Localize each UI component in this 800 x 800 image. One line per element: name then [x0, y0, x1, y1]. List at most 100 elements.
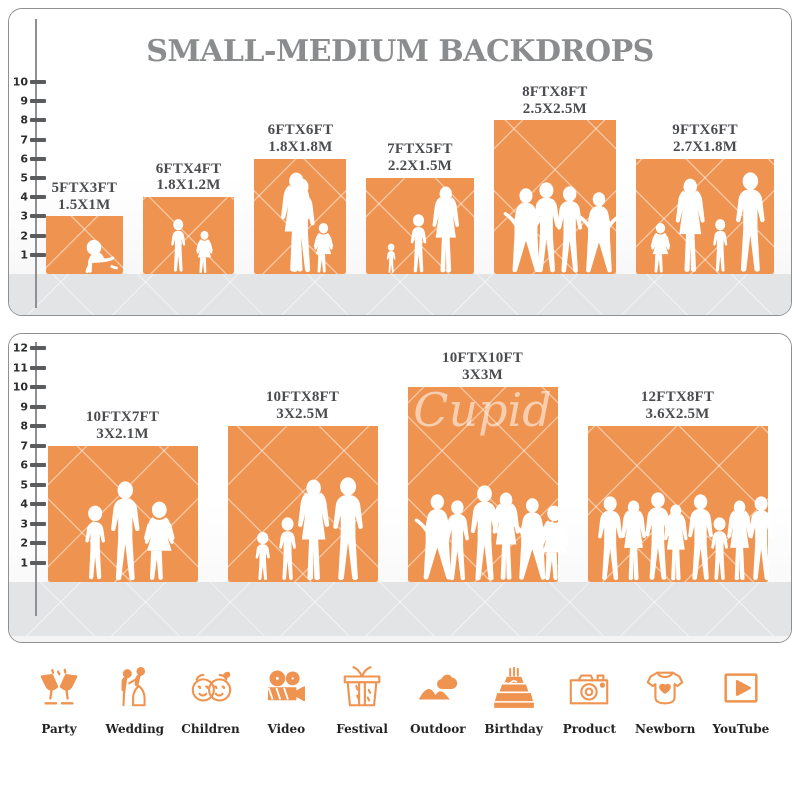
y-tick: 7 — [20, 440, 46, 451]
bar-caption-metric: 3X2.5M — [276, 406, 329, 423]
bar-caption-ft: 10FTX7FT — [85, 408, 160, 425]
y-axis-line — [35, 19, 37, 308]
y-tick-label: 8 — [20, 419, 28, 433]
baby-onesie-icon — [642, 660, 688, 716]
bar-caption: 7FTX5FT 2.2X1.5M — [387, 141, 453, 175]
icon-cell-festival[interactable]: Festival — [325, 660, 399, 736]
bar-caption: 10FTX8FT 3X2.5M — [266, 389, 339, 423]
y-tick-label: 3 — [20, 517, 28, 530]
y-tick-label: 12 — [12, 341, 28, 355]
y-tick-label: 9 — [20, 94, 28, 108]
y-tick: 8 — [20, 421, 46, 432]
y-tick: 11 — [13, 362, 46, 373]
bar: 9FTX6FT 2.7X1.8M — [636, 122, 775, 275]
y-tick-label: 5 — [20, 171, 28, 185]
bar-caption: 9FTX6FT 2.7X1.8M — [672, 122, 738, 156]
champagne-glasses-icon — [36, 660, 82, 716]
y-axis-line — [35, 342, 37, 616]
icon-label: Festival — [336, 722, 388, 736]
y-tick-label: 1 — [20, 556, 28, 569]
y-tick: 9 — [20, 96, 46, 107]
icon-cell-party[interactable]: Party — [22, 660, 96, 736]
y-tick: 5 — [20, 173, 46, 184]
icon-label: Children — [181, 722, 240, 736]
bar-caption-ft: 10FTX8FT — [265, 389, 340, 406]
bar: 10FTX10FT 3X3M Cupid — [407, 350, 558, 582]
usage-icon-strip: Party Wedding Children Video — [8, 660, 792, 770]
bar-caption-ft: 10FTX10FT — [442, 350, 523, 367]
bar: 6FTX4FT 1.8X1.2M — [142, 161, 235, 274]
bar-caption-ft: 6FTX4FT — [155, 160, 222, 177]
camera-icon — [566, 660, 612, 716]
y-tick-label: 9 — [20, 400, 28, 413]
watermark-text: Cupid — [413, 383, 552, 437]
icon-label: Birthday — [484, 722, 543, 736]
y-tick: 8 — [20, 115, 46, 126]
bar: 10FTX7FT 3X2.1M — [47, 409, 198, 582]
y-tick-label: 4 — [20, 497, 28, 511]
y-tick-label: 6 — [20, 152, 28, 166]
bar-caption-metric: 2.2X1.5M — [387, 158, 453, 175]
play-button-icon — [718, 660, 764, 716]
bar-caption-ft: 8FTX8FT — [522, 83, 588, 100]
y-tick-label: 7 — [20, 133, 28, 147]
bar: 5FTX3FT 1.5X1M — [45, 180, 123, 274]
bar-caption: 8FTX8FT 2.5X2.5M — [522, 84, 588, 118]
y-tick-label: 11 — [12, 361, 28, 374]
icon-label: YouTube — [712, 722, 770, 736]
y-tick: 10 — [13, 382, 46, 393]
bar: 6FTX6FT 1.8X1.8M — [254, 122, 347, 275]
y-tick-label: 2 — [20, 229, 28, 243]
bar-caption: 10FTX7FT 3X2.1M — [86, 409, 159, 443]
y-tick: 5 — [20, 479, 46, 490]
bride-groom-icon — [112, 660, 158, 716]
y-tick: 6 — [20, 153, 46, 164]
birthday-cake-icon — [491, 660, 537, 716]
icon-label: Party — [41, 722, 77, 736]
y-tick: 2 — [20, 230, 46, 241]
bar-caption-ft: 5FTX3FT — [51, 179, 118, 196]
bar-caption-ft: 9FTX6FT — [672, 122, 738, 139]
floor-strip — [9, 274, 791, 315]
y-tick: 6 — [20, 460, 46, 471]
y-tick-label: 5 — [20, 478, 28, 491]
y-tick: 4 — [20, 499, 46, 510]
two-kids-faces-icon — [188, 660, 234, 716]
y-tick-label: 6 — [20, 458, 28, 472]
y-tick-label: 7 — [20, 439, 28, 452]
bar-caption: 12FTX8FT 3.6X2.5M — [641, 389, 714, 423]
bar: 7FTX5FT 2.2X1.5M — [366, 141, 474, 274]
icon-cell-newborn[interactable]: Newborn — [628, 660, 702, 736]
y-tick-label: 1 — [20, 248, 28, 262]
icon-cell-wedding[interactable]: Wedding — [98, 660, 172, 736]
y-tick: 1 — [20, 557, 46, 568]
icon-cell-birthday[interactable]: Birthday — [477, 660, 551, 736]
bar-caption-ft: 6FTX6FT — [267, 122, 334, 139]
bar-caption-metric: 3.6X2.5M — [645, 406, 710, 423]
page-title: SMALL-MEDIUM BACKDROPS — [146, 34, 654, 69]
icon-label: Product — [562, 722, 617, 736]
y-tick: 9 — [20, 401, 46, 412]
bar-caption-metric: 1.8X1.8M — [268, 139, 333, 155]
y-tick: 12 — [13, 343, 46, 354]
y-tick-label: 3 — [20, 209, 28, 223]
y-tick-label: 4 — [20, 190, 28, 204]
bar-caption-metric: 2.5X2.5M — [522, 100, 587, 117]
icon-cell-children[interactable]: Children — [174, 660, 248, 736]
y-tick: 2 — [20, 538, 46, 549]
icon-cell-youtube[interactable]: YouTube — [704, 660, 778, 736]
y-tick: 1 — [20, 249, 46, 260]
icon-cell-video[interactable]: Video — [249, 660, 323, 736]
bar-caption-metric: 3X2.1M — [96, 425, 149, 442]
y-tick: 3 — [20, 518, 46, 529]
icon-label: Video — [267, 722, 306, 736]
y-tick: 10 — [13, 77, 46, 88]
bar-caption-ft: 7FTX5FT — [387, 141, 453, 158]
bar-caption: 6FTX4FT 1.8X1.2M — [156, 161, 222, 195]
y-tick: 3 — [20, 211, 46, 222]
icon-cell-product[interactable]: Product — [552, 660, 626, 736]
gift-box-icon — [339, 660, 385, 716]
bar-caption: 6FTX6FT 1.8X1.8M — [268, 122, 334, 156]
icon-cell-outdoor[interactable]: Outdoor — [401, 660, 475, 736]
